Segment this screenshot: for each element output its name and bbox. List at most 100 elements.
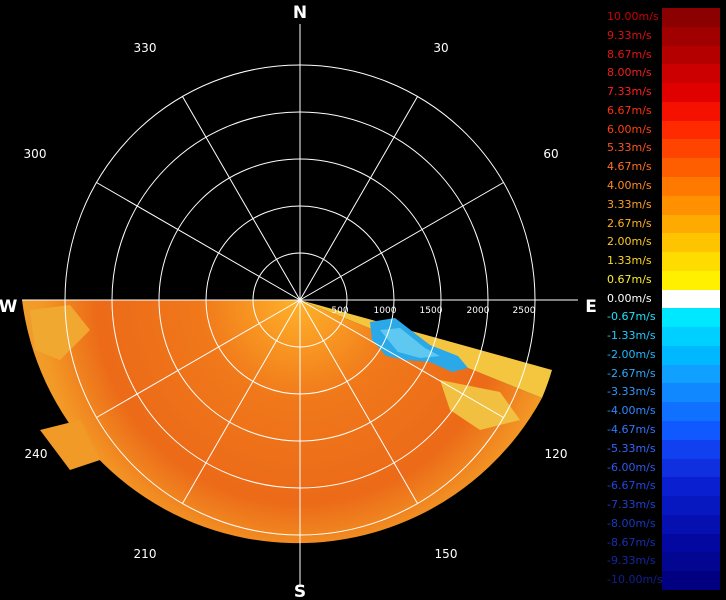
legend-swatch — [662, 552, 720, 572]
legend-label: 6.67m/s — [607, 103, 652, 117]
legend-label: -4.67m/s — [607, 423, 656, 437]
legend-label: 5.33m/s — [607, 141, 652, 155]
legend-label: 1.33m/s — [607, 254, 652, 268]
legend-label: 9.33m/s — [607, 28, 652, 42]
legend-swatch — [662, 120, 720, 140]
legend-entry: 0.00m/s — [606, 289, 720, 309]
azimuth-lines — [22, 24, 578, 585]
legend-label: 8.00m/s — [607, 66, 652, 80]
legend-entry: -2.67m/s — [606, 364, 720, 384]
legend-swatch — [662, 214, 720, 234]
legend-swatch — [662, 252, 720, 271]
legend-entry: 1.33m/s — [606, 252, 720, 271]
legend-swatch — [662, 64, 720, 84]
compass-west-label: W — [0, 297, 18, 317]
legend-swatch — [662, 421, 720, 440]
legend-swatch — [662, 458, 720, 478]
angle-label-30: 30 — [433, 41, 448, 55]
range-label-1000: 1000 — [374, 306, 397, 316]
legend-label: -3.33m/s — [607, 385, 656, 399]
angle-label-300: 300 — [24, 147, 47, 161]
legend-swatch — [662, 101, 720, 121]
angle-label-150: 150 — [435, 547, 458, 561]
legend-entry: -8.67m/s — [606, 533, 720, 553]
legend-entry: 8.67m/s — [606, 45, 720, 65]
angle-label-120: 120 — [545, 447, 568, 461]
legend-label: 3.33m/s — [607, 197, 652, 211]
legend-entry: 4.00m/s — [606, 176, 720, 196]
legend-entry: -5.33m/s — [606, 439, 720, 459]
legend-entry: 2.67m/s — [606, 214, 720, 234]
legend-entry: -4.67m/s — [606, 421, 720, 440]
legend-label: -8.00m/s — [607, 516, 656, 530]
compass-north-label: N — [293, 3, 307, 23]
velocity-legend: 10.00m/s 9.33m/s 8.67m/s 8.00m/s 7.33m/s 6.67… — [606, 8, 720, 590]
legend-entry: 10.00m/s — [606, 8, 720, 27]
legend-swatch — [662, 289, 720, 309]
legend-label: -8.67m/s — [607, 535, 656, 549]
compass-east-label: E — [585, 297, 597, 317]
legend-entry: -6.00m/s — [606, 458, 720, 478]
legend-entry: 5.33m/s — [606, 139, 720, 159]
legend-swatch — [662, 139, 720, 159]
legend-label: -9.33m/s — [607, 554, 656, 568]
range-label-2500: 2500 — [513, 306, 536, 316]
legend-entry: 3.33m/s — [606, 195, 720, 215]
legend-entry: -6.67m/s — [606, 477, 720, 497]
legend-entry: -9.33m/s — [606, 552, 720, 572]
legend-swatch — [662, 176, 720, 196]
legend-label: 0.00m/s — [607, 291, 652, 305]
legend-swatch — [662, 26, 720, 46]
legend-swatch — [662, 195, 720, 215]
legend-entry: 6.00m/s — [606, 120, 720, 140]
legend-swatch — [662, 8, 720, 27]
legend-label: -4.00m/s — [607, 404, 656, 418]
legend-entry: -7.33m/s — [606, 496, 720, 515]
legend-swatch — [662, 571, 720, 590]
angle-label-330: 330 — [134, 41, 157, 55]
legend-swatch — [662, 496, 720, 515]
legend-label: -10.00m/s — [607, 573, 663, 587]
legend-label: 10.00m/s — [607, 10, 659, 23]
range-label-2000: 2000 — [467, 306, 490, 316]
legend-label: 7.33m/s — [607, 85, 652, 99]
legend-entry: -0.67m/s — [606, 308, 720, 328]
legend-label: -0.67m/s — [607, 310, 656, 324]
legend-entry: 6.67m/s — [606, 101, 720, 121]
legend-swatch — [662, 383, 720, 403]
legend-entry: 0.67m/s — [606, 270, 720, 290]
legend-entry: -1.33m/s — [606, 327, 720, 346]
legend-entry: 9.33m/s — [606, 26, 720, 46]
legend-label: -1.33m/s — [607, 329, 656, 343]
legend-entry: 2.00m/s — [606, 233, 720, 253]
legend-swatch — [662, 514, 720, 534]
legend-entry: -3.33m/s — [606, 383, 720, 403]
legend-swatch — [662, 158, 720, 177]
angle-label-60: 60 — [543, 147, 558, 161]
legend-label: -7.33m/s — [607, 498, 656, 512]
legend-label: -6.00m/s — [607, 460, 656, 474]
legend-swatch — [662, 364, 720, 384]
range-label-1500: 1500 — [420, 306, 443, 316]
legend-label: -2.67m/s — [607, 366, 656, 380]
legend-label: 4.67m/s — [607, 160, 652, 174]
legend-label: 0.67m/s — [607, 272, 652, 286]
legend-swatch — [662, 45, 720, 65]
angle-label-210: 210 — [134, 547, 157, 561]
legend-entry: 4.67m/s — [606, 158, 720, 177]
velocity-echo — [22, 300, 552, 544]
legend-swatch — [662, 477, 720, 497]
legend-label: -6.67m/s — [607, 479, 656, 493]
legend-label: 8.67m/s — [607, 47, 652, 61]
legend-swatch — [662, 233, 720, 253]
angle-label-240: 240 — [25, 447, 48, 461]
compass-south-label: S — [294, 582, 306, 600]
range-label-500: 500 — [331, 306, 348, 316]
legend-swatch — [662, 402, 720, 422]
legend-entry: 8.00m/s — [606, 64, 720, 84]
legend-label: -2.00m/s — [607, 347, 656, 361]
legend-swatch — [662, 327, 720, 346]
legend-swatch — [662, 345, 720, 365]
legend-label: 2.00m/s — [607, 235, 652, 249]
legend-swatch — [662, 533, 720, 553]
